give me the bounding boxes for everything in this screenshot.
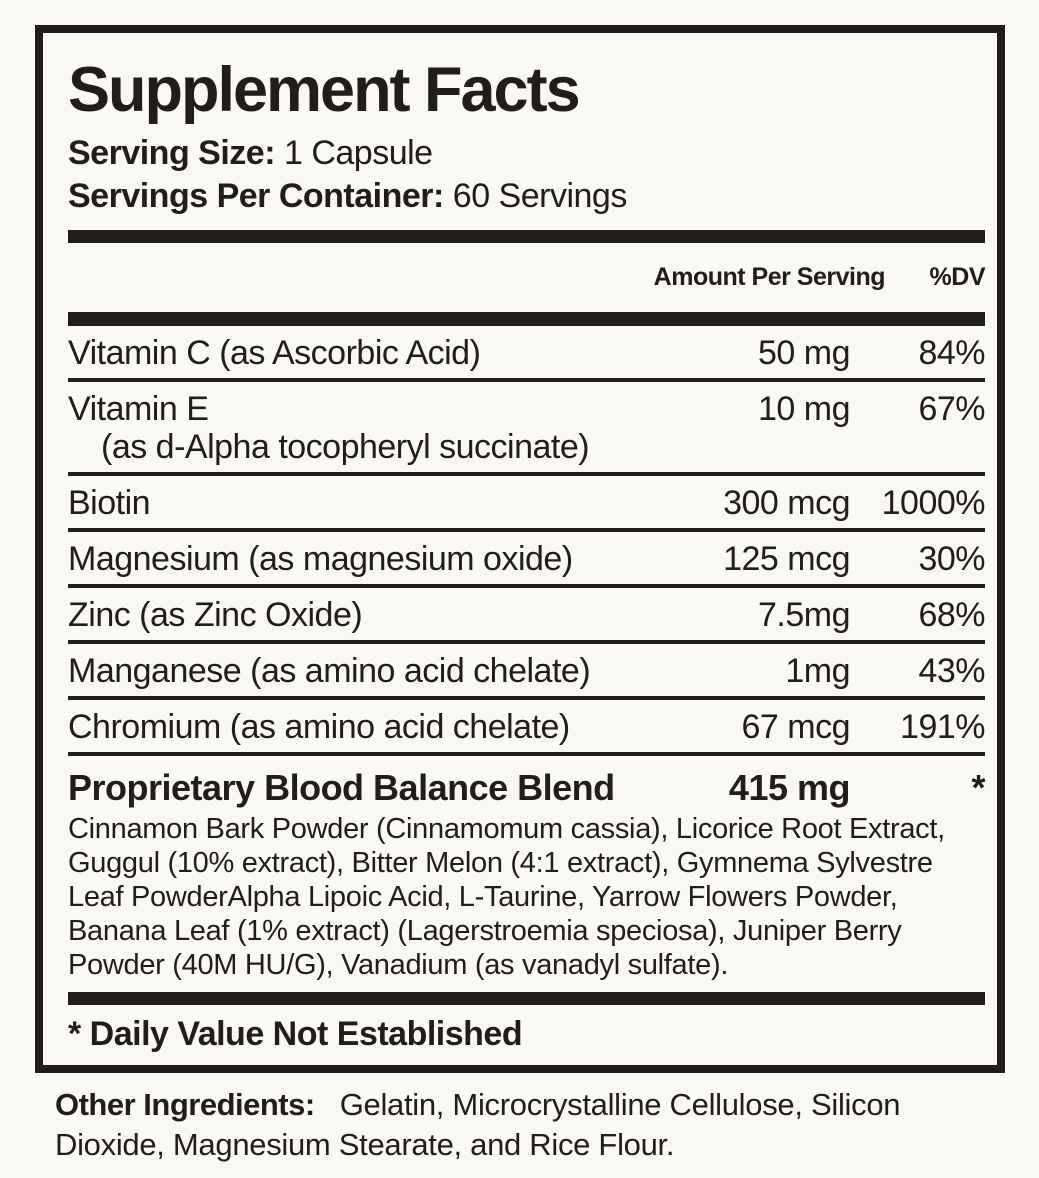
nutrient-amount: 300 mcg bbox=[723, 484, 850, 522]
blend-amount: 415 mg bbox=[728, 767, 851, 808]
nutrient-table: Vitamin C (as Ascorbic Acid) 50 mg 84% V… bbox=[68, 326, 986, 756]
nutrient-dv: 67% bbox=[918, 390, 985, 428]
nutrient-name: Vitamin C (as Ascorbic Acid) bbox=[68, 334, 481, 372]
serving-size-value: 1 Capsule bbox=[283, 134, 433, 172]
table-row-manganese: Manganese (as amino acid chelate) 1mg 43… bbox=[68, 644, 986, 700]
nutrient-name: Chromium (as amino acid chelate) bbox=[68, 708, 570, 746]
nutrient-name: Manganese (as amino acid chelate) bbox=[68, 652, 591, 690]
table-row-chromium: Chromium (as amino acid chelate) 67 mcg … bbox=[68, 700, 986, 756]
divider-thick-header bbox=[68, 312, 985, 326]
table-row-proprietary-blend: Proprietary Blood Balance Blend 415 mg * bbox=[68, 756, 986, 810]
blend-name: Proprietary Blood Balance Blend bbox=[68, 767, 615, 808]
blend-ingredients-line: Banana Leaf (1% extract) (Lagerstroemia … bbox=[68, 915, 902, 947]
serving-info: Serving Size: 1 Capsule Servings Per Con… bbox=[68, 132, 985, 218]
other-ingredients: Other Ingredients: Gelatin, Microcrystal… bbox=[55, 1085, 995, 1165]
blend-dv-asterisk: * bbox=[971, 767, 985, 808]
nutrient-dv: 30% bbox=[918, 540, 985, 578]
servings-per-container-value: 60 Servings bbox=[452, 177, 628, 215]
nutrient-amount: 50 mg bbox=[758, 334, 851, 372]
blend-ingredients-list: Cinnamon Bark Powder (Cinnamomum cassia)… bbox=[68, 810, 985, 992]
column-header-amount: Amount Per Serving bbox=[653, 263, 886, 291]
nutrient-name-main: Vitamin E bbox=[68, 390, 209, 428]
blend-ingredients-line: Cinnamon Bark Powder (Cinnamomum cassia)… bbox=[68, 813, 945, 845]
table-row-vitamin-e: Vitamin E (as d-Alpha tocopheryl succina… bbox=[68, 382, 986, 476]
nutrient-name: Vitamin E (as d-Alpha tocopheryl succina… bbox=[68, 390, 630, 466]
blend-ingredients-line: Guggul (10% extract), Bitter Melon (4:1 … bbox=[68, 847, 933, 879]
nutrient-dv: 68% bbox=[918, 596, 985, 634]
panel-title: Supplement Facts bbox=[68, 55, 581, 125]
divider-thick-bottom bbox=[68, 992, 985, 1005]
table-row-magnesium: Magnesium (as magnesium oxide) 125 mcg 3… bbox=[68, 532, 986, 588]
servings-per-container-line: Servings Per Container: 60 Servings bbox=[68, 175, 985, 218]
nutrient-dv: 43% bbox=[918, 652, 985, 690]
serving-size-label: Serving Size: bbox=[68, 134, 276, 172]
column-header-dv: %DV bbox=[929, 263, 986, 291]
other-ingredients-label: Other Ingredients: bbox=[55, 1087, 315, 1122]
nutrient-amount: 7.5mg bbox=[758, 596, 851, 634]
nutrient-amount: 10 mg bbox=[758, 390, 851, 428]
nutrient-amount: 125 mcg bbox=[723, 540, 850, 578]
serving-size-line: Serving Size: 1 Capsule bbox=[68, 132, 985, 175]
table-row-zinc: Zinc (as Zinc Oxide) 7.5mg 68% bbox=[68, 588, 986, 644]
nutrient-name: Biotin bbox=[68, 484, 151, 522]
nutrient-amount: 1mg bbox=[785, 652, 850, 690]
nutrient-name: Zinc (as Zinc Oxide) bbox=[68, 596, 363, 634]
nutrient-name: Magnesium (as magnesium oxide) bbox=[68, 540, 573, 578]
other-ingredients-value: Gelatin, Microcrystalline Cellulose, Sil… bbox=[55, 1087, 901, 1162]
nutrient-name-sub: (as d-Alpha tocopheryl succinate) bbox=[101, 428, 590, 466]
table-row-biotin: Biotin 300 mcg 1000% bbox=[68, 476, 986, 532]
nutrient-dv: 84% bbox=[918, 334, 985, 372]
nutrient-dv: 191% bbox=[900, 708, 985, 746]
nutrient-dv: 1000% bbox=[881, 484, 986, 522]
divider-thick-top bbox=[68, 230, 985, 243]
supplement-facts-panel: Supplement Facts Serving Size: 1 Capsule… bbox=[35, 25, 1005, 1073]
daily-value-footnote: * Daily Value Not Established bbox=[68, 1015, 523, 1053]
other-ingredients-spacer bbox=[323, 1087, 331, 1122]
servings-per-container-label: Servings Per Container: bbox=[68, 177, 444, 215]
table-row-vitamin-c: Vitamin C (as Ascorbic Acid) 50 mg 84% bbox=[68, 326, 986, 382]
blend-ingredients-line: Leaf PowderAlpha Lipoic Acid, L-Taurine,… bbox=[68, 881, 898, 913]
nutrient-amount: 67 mcg bbox=[741, 708, 851, 746]
column-headers: Amount Per Serving %DV bbox=[68, 243, 986, 312]
blend-ingredients-line: Powder (40M HU/G), Vanadium (as vanadyl … bbox=[68, 949, 729, 981]
